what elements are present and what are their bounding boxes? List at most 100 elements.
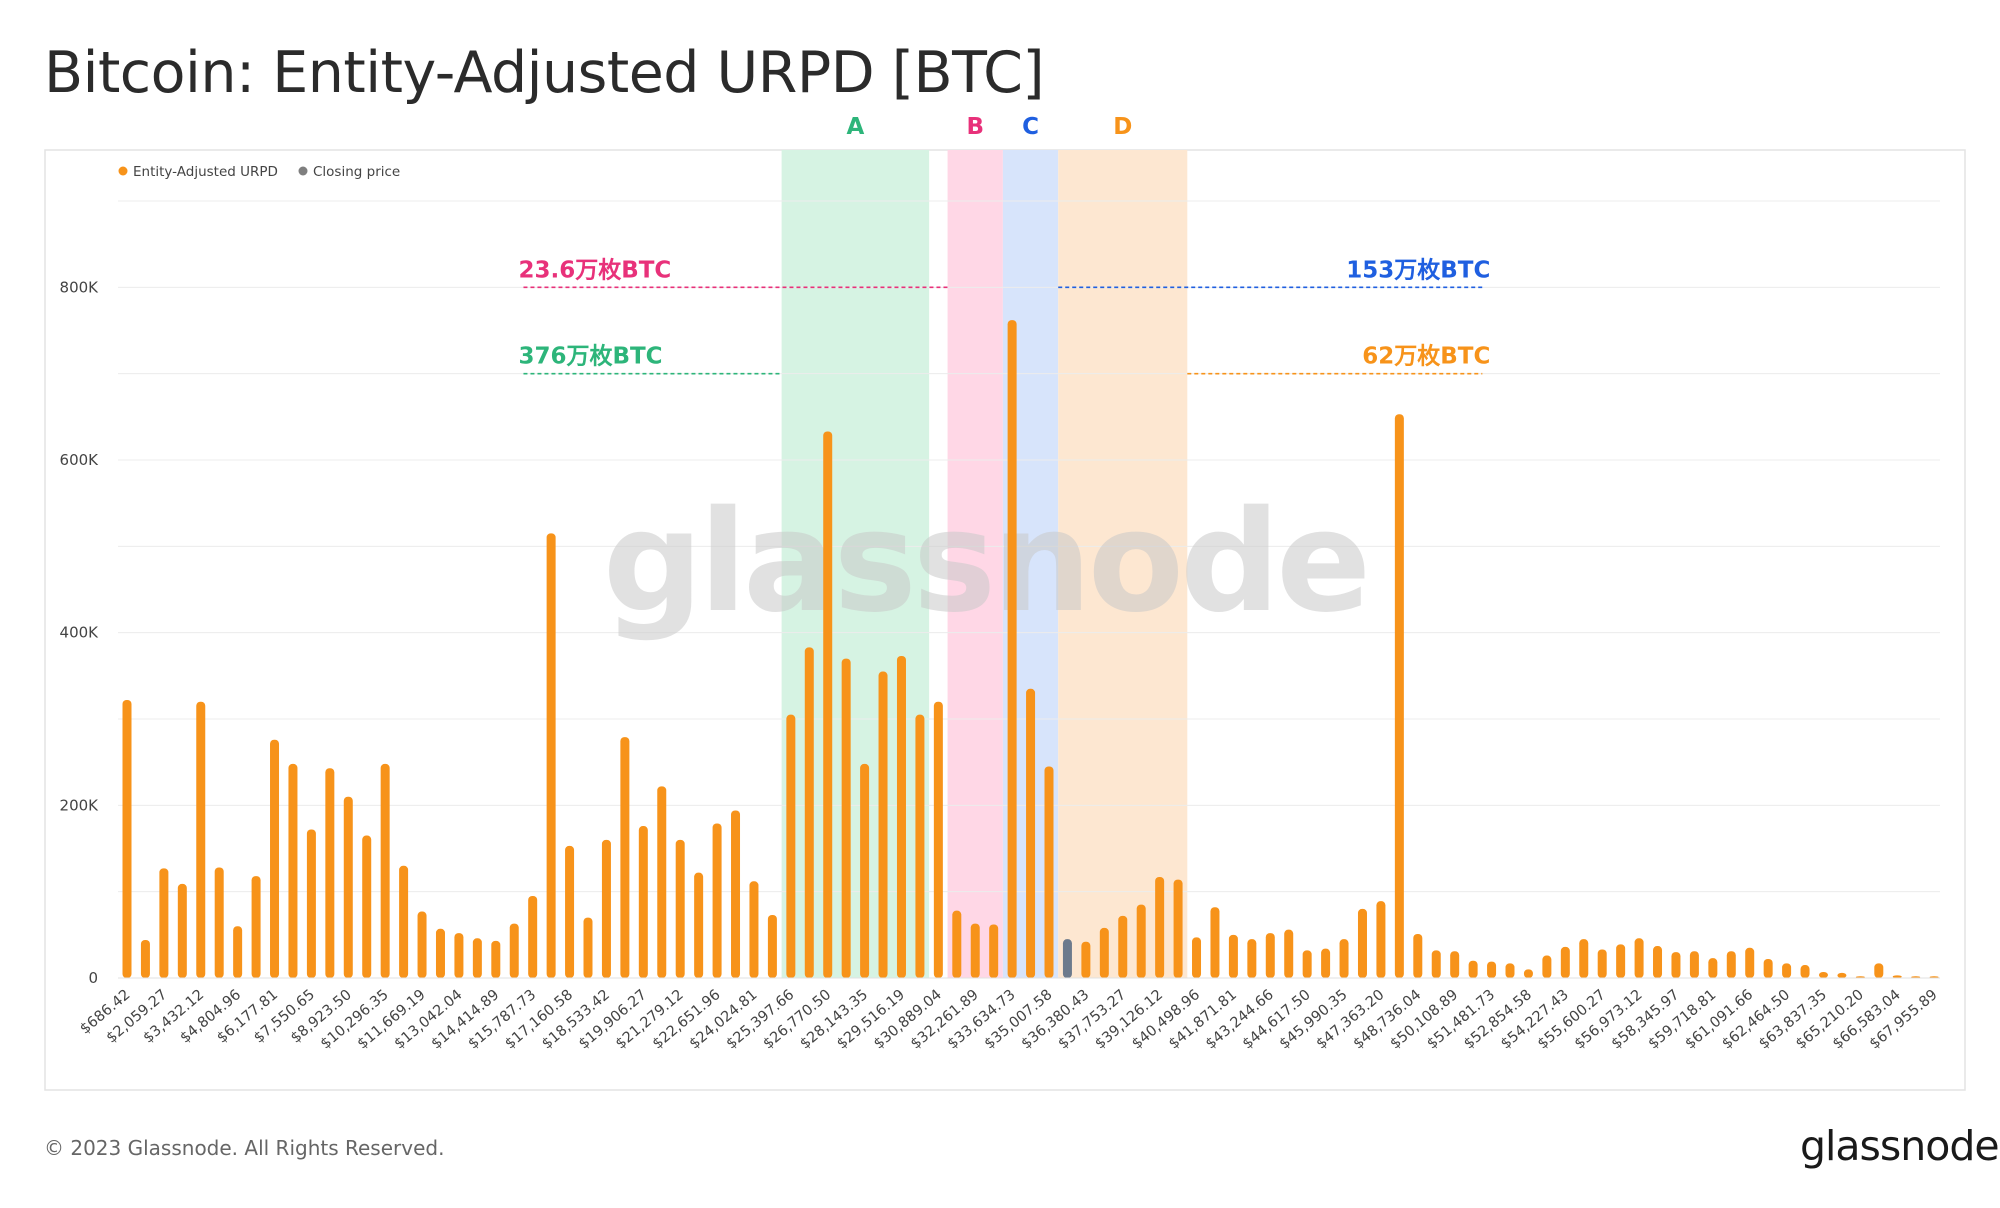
urpd-bar bbox=[1155, 876, 1165, 978]
urpd-bar bbox=[491, 940, 501, 978]
annotation-label: 376万枚BTC bbox=[518, 343, 662, 370]
urpd-bar bbox=[1726, 951, 1736, 978]
y-tick-label: 400K bbox=[60, 624, 100, 642]
urpd-bar bbox=[1745, 947, 1755, 978]
urpd-bar bbox=[417, 911, 427, 978]
urpd-bar bbox=[583, 917, 593, 978]
urpd-bar bbox=[989, 924, 999, 978]
range-labels: A B C D bbox=[846, 114, 1132, 140]
urpd-bar bbox=[1616, 944, 1626, 978]
urpd-bar bbox=[1118, 915, 1128, 978]
urpd-bar bbox=[1173, 879, 1183, 978]
annotation-label: 23.6万枚BTC bbox=[518, 256, 671, 283]
urpd-bar bbox=[601, 839, 611, 978]
urpd-bar bbox=[1487, 961, 1497, 978]
urpd-bar bbox=[140, 940, 150, 978]
urpd-bar bbox=[1099, 927, 1109, 978]
urpd-bar bbox=[325, 768, 335, 978]
urpd-bar bbox=[1431, 950, 1441, 978]
urpd-bar bbox=[1634, 938, 1644, 978]
urpd-bar bbox=[1579, 939, 1589, 978]
urpd-bar bbox=[565, 845, 575, 978]
range-label-d: D bbox=[1113, 114, 1132, 140]
urpd-bar bbox=[546, 533, 556, 978]
urpd-bar bbox=[435, 928, 445, 978]
urpd-bar bbox=[1653, 946, 1663, 978]
urpd-bar bbox=[1505, 963, 1515, 978]
urpd-bar bbox=[1265, 933, 1275, 978]
urpd-bar bbox=[1284, 929, 1294, 978]
urpd-bar bbox=[1357, 908, 1367, 978]
urpd-bar bbox=[528, 895, 538, 978]
urpd-bar bbox=[860, 763, 870, 978]
urpd-bar bbox=[804, 647, 814, 978]
urpd-bar bbox=[878, 671, 888, 978]
urpd-bar bbox=[675, 839, 685, 978]
urpd-bar bbox=[1874, 963, 1884, 978]
y-tick-label: 600K bbox=[60, 451, 100, 469]
y-axis: 0 200K 400K 600K 800K bbox=[60, 278, 100, 987]
page-title: Bitcoin: Entity-Adjusted URPD [BTC] bbox=[44, 40, 1045, 106]
urpd-bar bbox=[1892, 975, 1902, 978]
y-tick-label: 0 bbox=[88, 969, 98, 987]
urpd-bar bbox=[399, 865, 409, 978]
urpd-bar bbox=[343, 796, 353, 978]
urpd-bar bbox=[749, 881, 759, 978]
legend: Entity-Adjusted URPD Closing price bbox=[118, 164, 401, 180]
urpd-bar bbox=[1321, 948, 1331, 978]
urpd-bar bbox=[786, 714, 796, 978]
urpd-bar bbox=[1542, 955, 1552, 978]
urpd-bar bbox=[823, 431, 833, 978]
urpd-bar bbox=[362, 835, 372, 978]
legend-label: Entity-Adjusted URPD bbox=[133, 164, 278, 180]
urpd-bar bbox=[896, 655, 906, 978]
urpd-bar bbox=[933, 701, 943, 978]
urpd-bar bbox=[1818, 971, 1828, 978]
urpd-bar bbox=[1228, 934, 1238, 978]
urpd-bar bbox=[1671, 952, 1681, 978]
urpd-bar bbox=[214, 867, 224, 978]
urpd-bar bbox=[288, 763, 298, 978]
legend-dot-icon bbox=[118, 166, 128, 176]
urpd-bar bbox=[454, 933, 464, 978]
urpd-bar bbox=[122, 700, 132, 978]
urpd-bar bbox=[620, 737, 630, 978]
urpd-bar bbox=[1007, 320, 1017, 978]
copyright-notice: © 2023 Glassnode. All Rights Reserved. bbox=[44, 1136, 445, 1160]
urpd-bar bbox=[1450, 951, 1460, 978]
urpd-bar bbox=[1800, 965, 1810, 978]
legend-item[interactable]: Closing price bbox=[298, 164, 401, 180]
urpd-bar bbox=[306, 829, 316, 978]
urpd-bar bbox=[1782, 963, 1792, 978]
urpd-bar bbox=[177, 883, 187, 978]
urpd-bar bbox=[1394, 414, 1404, 978]
range-label-b: B bbox=[966, 114, 984, 140]
legend-item[interactable]: Entity-Adjusted URPD bbox=[118, 164, 278, 180]
y-tick-label: 200K bbox=[60, 796, 100, 814]
range-label-c: C bbox=[1022, 114, 1039, 140]
urpd-bar bbox=[1339, 939, 1349, 978]
urpd-bar bbox=[1413, 933, 1423, 978]
legend-dot-icon bbox=[298, 166, 308, 176]
urpd-bar bbox=[1560, 946, 1570, 978]
urpd-bar bbox=[270, 739, 280, 978]
urpd-bar bbox=[694, 872, 704, 978]
urpd-bar bbox=[952, 910, 962, 978]
urpd-bar bbox=[1192, 937, 1202, 978]
urpd-bar bbox=[1026, 688, 1036, 978]
legend-label: Closing price bbox=[313, 164, 400, 180]
watermark: glassnode bbox=[603, 481, 1367, 644]
urpd-bar bbox=[767, 914, 777, 978]
urpd-bar bbox=[196, 701, 206, 978]
urpd-bar bbox=[1689, 951, 1699, 978]
urpd-bar bbox=[915, 714, 925, 978]
urpd-bar bbox=[1763, 959, 1773, 978]
urpd-bar bbox=[1136, 904, 1146, 978]
urpd-bar bbox=[841, 658, 851, 978]
y-tick-label: 800K bbox=[60, 278, 100, 296]
annotation-label: 62万枚BTC bbox=[1362, 343, 1490, 370]
urpd-bar bbox=[1708, 958, 1718, 978]
urpd-bar bbox=[1837, 972, 1847, 978]
urpd-bar bbox=[731, 810, 741, 978]
